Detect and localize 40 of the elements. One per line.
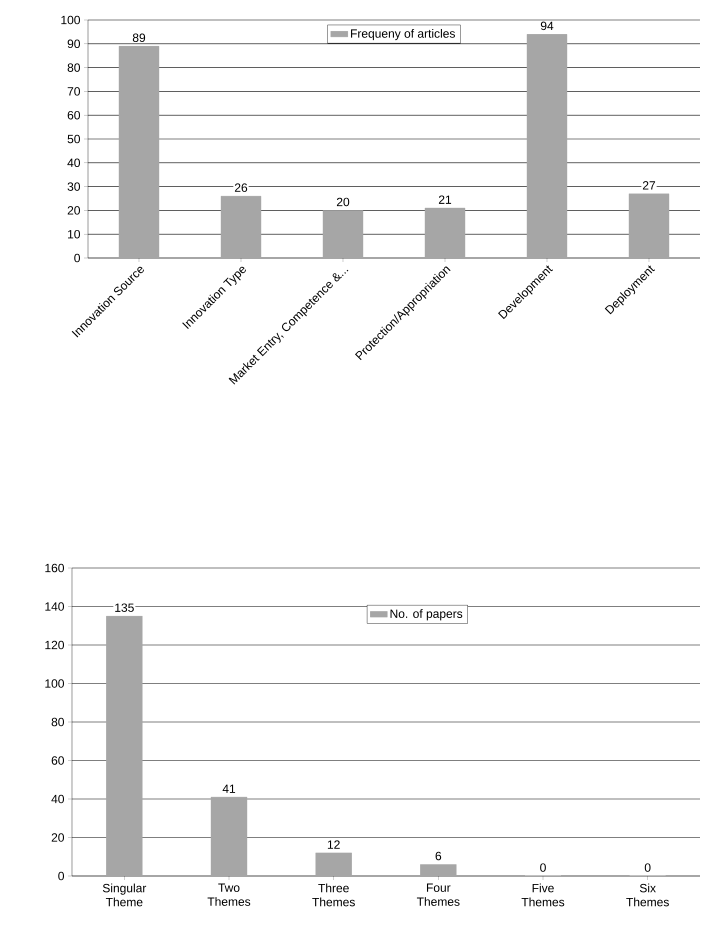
- y-tick-label: 160: [45, 564, 64, 572]
- y-tick-label: 40: [67, 158, 80, 168]
- x-tick-label: Two Themes: [208, 884, 250, 906]
- y-tick-label: 30: [68, 182, 80, 191]
- data-label: 94: [540, 22, 554, 30]
- data-label: 26: [234, 183, 248, 192]
- y-tick-label: 100: [61, 16, 80, 24]
- y-tick-label: 70: [68, 87, 80, 96]
- y-tick-label: 80: [52, 718, 64, 726]
- data-label: 135: [115, 603, 134, 612]
- legend-label: Frequeny of articles: [351, 28, 455, 40]
- y-tick-label: 90: [68, 40, 80, 48]
- y-tick-label: 20: [68, 206, 80, 215]
- x-tick-label: Four Themes: [416, 884, 460, 906]
- y-tick-label: 10: [68, 230, 80, 238]
- y-tick-label: 0: [58, 872, 64, 880]
- data-label: 41: [222, 784, 236, 793]
- data-label: 0: [644, 863, 651, 872]
- x-tick-label: Singular Theme: [102, 884, 146, 906]
- x-tick-label: Six Themes: [626, 884, 669, 906]
- data-label: 21: [438, 195, 452, 204]
- y-tick-label: 120: [45, 640, 64, 650]
- y-tick-label: 20: [52, 833, 64, 842]
- y-tick-label: 80: [68, 63, 80, 72]
- data-label: 27: [642, 181, 656, 190]
- y-tick-label: 60: [52, 756, 64, 765]
- data-label: 6: [436, 852, 442, 860]
- data-label: 89: [132, 33, 146, 42]
- y-tick-label: 140: [45, 602, 64, 611]
- y-tick-label: 40: [51, 794, 64, 804]
- y-tick-label: 50: [68, 134, 80, 144]
- data-label: 0: [540, 863, 546, 872]
- y-tick-label: 0: [74, 254, 80, 262]
- y-tick-label: 60: [68, 110, 80, 120]
- y-tick-label: 100: [45, 679, 64, 688]
- legend-label: No. of papers: [390, 609, 462, 620]
- data-label: 12: [328, 840, 340, 849]
- x-tick-label: Five Themes: [522, 884, 564, 906]
- data-label: 20: [336, 198, 350, 206]
- x-tick-label: Three Themes: [312, 884, 355, 906]
